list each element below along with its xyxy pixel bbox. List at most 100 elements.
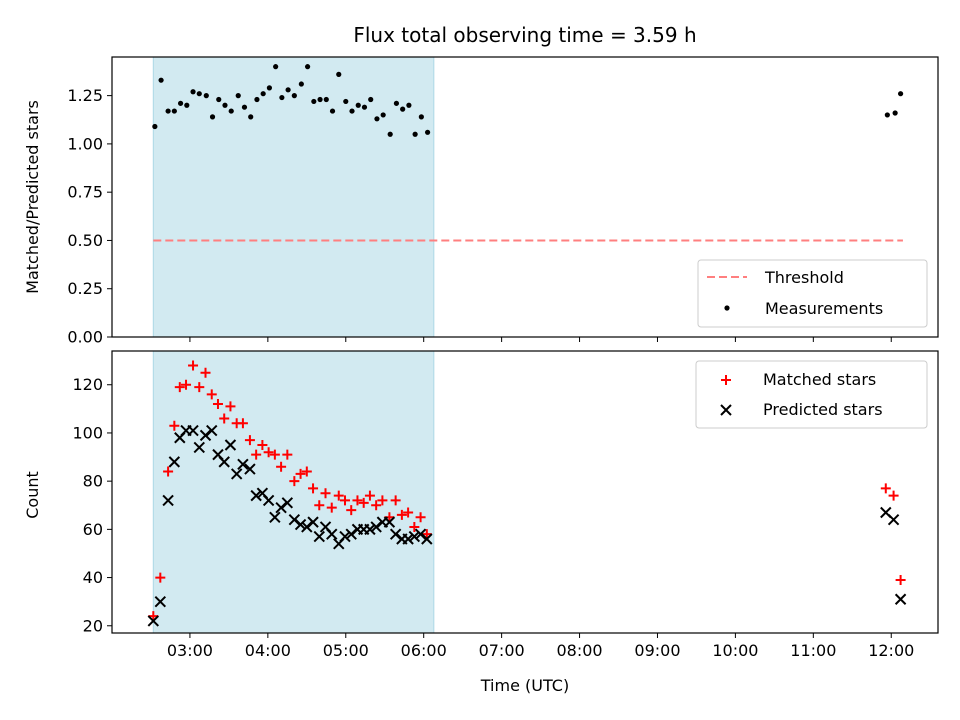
data-point xyxy=(262,494,275,507)
data-point xyxy=(237,418,248,429)
data-point xyxy=(313,530,325,543)
data-point xyxy=(301,466,312,477)
data-point xyxy=(188,360,199,371)
data-point xyxy=(155,572,166,583)
legend-matched-swatch xyxy=(721,375,731,385)
data-point xyxy=(403,507,414,518)
data-point xyxy=(294,518,307,531)
data-point xyxy=(377,495,388,506)
data-point xyxy=(254,96,260,103)
data-point xyxy=(219,413,230,424)
data-point xyxy=(241,104,248,110)
data-point xyxy=(147,615,160,627)
data-point xyxy=(368,96,374,103)
data-point xyxy=(273,64,279,70)
data-point xyxy=(390,495,401,506)
legend-box xyxy=(697,259,928,328)
data-point xyxy=(323,96,329,103)
y-tick-label: 40 xyxy=(83,568,103,587)
data-point xyxy=(152,123,158,130)
data-point xyxy=(314,500,325,511)
data-point xyxy=(235,93,241,99)
x-axis-label: Time (UTC) xyxy=(480,676,569,695)
data-point xyxy=(308,483,319,494)
data-point xyxy=(295,468,306,479)
legend: Matched stars Predicted stars xyxy=(695,360,928,429)
data-point xyxy=(320,488,331,499)
data-point xyxy=(393,100,400,106)
data-point xyxy=(276,461,287,472)
data-point xyxy=(311,98,317,105)
axes-frame xyxy=(111,350,939,634)
data-point xyxy=(409,521,420,532)
data-point xyxy=(421,533,433,545)
data-point xyxy=(307,516,319,528)
data-point xyxy=(339,530,351,543)
data-point xyxy=(209,114,216,120)
data-point xyxy=(148,611,159,622)
data-point xyxy=(190,89,196,95)
observing-span xyxy=(152,56,435,338)
data-point xyxy=(266,85,273,91)
y-tick-label: 60 xyxy=(83,520,103,539)
data-point xyxy=(888,490,899,501)
data-point xyxy=(184,102,190,108)
data-point xyxy=(171,108,177,114)
x-tick-label: 05:00 xyxy=(323,641,369,660)
data-point xyxy=(326,502,337,513)
data-point xyxy=(169,420,180,431)
data-point xyxy=(200,367,211,378)
data-point xyxy=(285,87,291,93)
legend-matched-label: Matched stars xyxy=(763,370,876,389)
legend-predicted-swatch xyxy=(720,404,732,416)
data-point xyxy=(317,96,323,103)
data-point xyxy=(269,511,281,524)
legend-threshold-label: Threshold xyxy=(764,268,844,287)
data-point xyxy=(162,494,174,507)
data-point xyxy=(339,495,350,506)
data-point xyxy=(361,104,368,110)
data-point xyxy=(250,489,262,502)
x-tick-label: 06:00 xyxy=(401,641,447,660)
data-point xyxy=(389,528,402,540)
x-tick-label: 08:00 xyxy=(556,641,602,660)
data-point xyxy=(154,595,167,608)
x-tick-label: 12:00 xyxy=(868,641,914,660)
data-point xyxy=(352,495,363,506)
data-point xyxy=(251,449,262,460)
data-point xyxy=(884,112,890,118)
observing-span xyxy=(152,350,435,634)
data-point xyxy=(289,476,300,487)
data-point xyxy=(260,91,266,97)
y-tick-label: 1.25 xyxy=(67,86,103,105)
data-point xyxy=(228,108,234,114)
data-point xyxy=(343,98,349,105)
data-point xyxy=(206,389,217,400)
y-tick-label: 0.25 xyxy=(67,279,103,298)
data-point xyxy=(400,106,406,112)
data-point xyxy=(304,64,311,70)
data-point xyxy=(358,497,369,508)
axes-frame xyxy=(111,56,939,338)
data-point xyxy=(887,514,900,526)
data-point xyxy=(216,96,222,103)
data-point xyxy=(418,114,424,120)
data-point xyxy=(279,94,285,101)
data-point xyxy=(224,439,237,451)
y-tick-label: 100 xyxy=(72,423,103,442)
y-tick-label: 120 xyxy=(72,375,103,394)
data-point xyxy=(177,100,184,106)
series-matched-stars xyxy=(148,360,906,622)
y-tick-label: 0.00 xyxy=(67,328,103,347)
data-point xyxy=(203,93,209,99)
data-point xyxy=(194,382,205,393)
y-tick-label: 0.75 xyxy=(67,183,103,202)
data-point xyxy=(212,399,223,410)
x-tick-label: 11:00 xyxy=(790,641,836,660)
data-point xyxy=(349,108,355,114)
chart-title: Flux total observing time = 3.59 h xyxy=(353,23,696,47)
data-point xyxy=(193,441,205,454)
data-point xyxy=(387,131,393,137)
data-point xyxy=(187,424,199,437)
